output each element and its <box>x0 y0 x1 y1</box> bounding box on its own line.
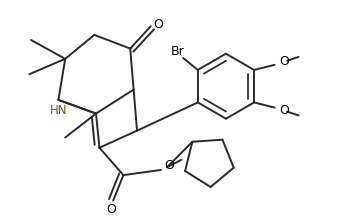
Text: O: O <box>153 18 163 31</box>
Text: O: O <box>106 203 116 216</box>
Text: O: O <box>279 55 289 68</box>
Text: O: O <box>279 104 289 118</box>
Text: O: O <box>164 159 175 172</box>
Text: HN: HN <box>50 104 67 117</box>
Text: Br: Br <box>170 45 184 58</box>
